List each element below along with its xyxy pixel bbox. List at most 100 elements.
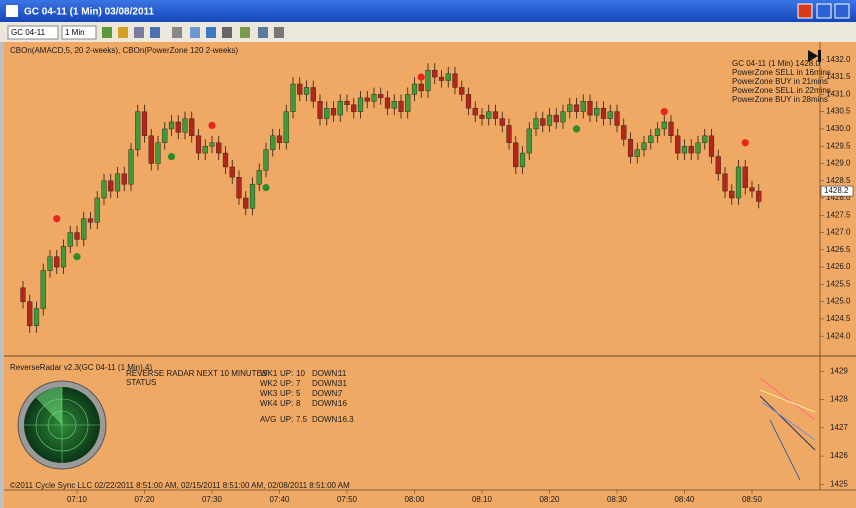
chart-background <box>4 42 856 508</box>
scroll-end-button[interactable] <box>808 50 818 62</box>
minimize-button[interactable] <box>816 3 832 19</box>
candle-body <box>229 166 235 178</box>
candle-body <box>297 83 303 95</box>
y-tick-label: 1424.0 <box>826 331 851 340</box>
y-tick-label: 1425.0 <box>826 297 851 306</box>
candle-body <box>499 118 505 126</box>
x-tick-label: 07:20 <box>134 495 155 504</box>
y-tick-label: 1431.5 <box>826 72 851 81</box>
candle-body <box>270 135 276 150</box>
candle-body <box>317 101 323 119</box>
candle-body <box>141 111 148 137</box>
candle-body <box>47 256 53 271</box>
candle-body <box>688 145 694 154</box>
candle-body <box>148 135 154 164</box>
candle-body <box>621 125 627 140</box>
y-tick-label: 1424.5 <box>826 314 851 323</box>
candle-body <box>364 97 370 102</box>
candle-body <box>351 104 357 112</box>
up-label: UP: <box>280 415 293 424</box>
down-value: 16 <box>338 399 347 408</box>
candle-body <box>695 142 701 154</box>
candle-body <box>465 94 472 109</box>
radar-label: ReverseRadar v2.3(GC 04-11 (1 Min),4) <box>10 363 152 372</box>
y2-tick-label: 1427 <box>830 423 848 432</box>
candle-body <box>681 145 688 154</box>
x-tick-label: 08:50 <box>742 495 763 504</box>
candle-body <box>479 114 485 119</box>
candle-body <box>303 87 310 95</box>
y2-tick-label: 1425 <box>830 479 848 488</box>
signal-dot <box>572 125 581 133</box>
candle-body <box>290 83 296 112</box>
y2-tick-label: 1429 <box>830 366 848 375</box>
signal-dot <box>73 253 81 261</box>
down-value: 7 <box>338 389 343 398</box>
candle-body <box>357 97 364 112</box>
y2-tick-label: 1426 <box>830 451 848 460</box>
candle-body <box>513 142 519 168</box>
down-label: DOWN: <box>312 379 340 388</box>
up-value: 10 <box>296 369 305 378</box>
candle-body <box>648 135 654 143</box>
avg-name: AVG <box>260 415 276 424</box>
row-name: WK2 <box>260 379 278 388</box>
candle-body <box>445 73 451 81</box>
interval-dropdown[interactable] <box>61 25 97 40</box>
candle-body <box>533 118 539 130</box>
radar-status: STATUS <box>126 378 156 387</box>
candle-body <box>560 111 566 123</box>
app-button[interactable] <box>797 3 813 19</box>
down-label: DOWN: <box>312 369 340 378</box>
y-tick-label: 1428.5 <box>826 176 851 185</box>
y-tick-label: 1427.0 <box>826 228 851 237</box>
candle-body <box>722 173 728 192</box>
x-tick-label: 08:30 <box>607 495 628 504</box>
candle-body <box>708 135 715 157</box>
candle-body <box>87 218 94 223</box>
candle-body <box>67 232 73 247</box>
maximize-button[interactable] <box>834 3 850 19</box>
toolbar <box>0 22 856 42</box>
candle-body <box>594 107 600 116</box>
candle-body <box>81 218 87 240</box>
candle-body <box>236 177 242 199</box>
footer: ©2011 Cycle Sync LLC 02/22/2011 8:51:00 … <box>10 481 350 490</box>
candle-body <box>243 197 249 209</box>
up-value: 8 <box>296 399 301 408</box>
candle-body <box>432 69 438 78</box>
y-tick-label: 1430.5 <box>826 107 851 116</box>
candle-body <box>614 111 620 126</box>
candle-body <box>391 101 397 109</box>
candle-body <box>486 111 492 119</box>
y-tick-label: 1429.0 <box>826 159 851 168</box>
candle-body <box>121 173 127 185</box>
candle-body <box>654 128 661 137</box>
signal-dot <box>660 108 668 116</box>
candle-body <box>641 142 647 150</box>
y-tick-label: 1432.0 <box>826 55 851 64</box>
candle-body <box>398 101 404 112</box>
candle-body <box>600 107 607 119</box>
signal-dot <box>167 152 176 161</box>
interval: 1 Min <box>65 28 85 37</box>
candle-body <box>702 135 708 143</box>
toolbar-icons[interactable] <box>102 27 284 38</box>
avg-up: 7.5 <box>296 415 308 424</box>
up-label: UP: <box>280 389 293 398</box>
symbol: GC 04-11 <box>11 28 46 37</box>
candle-body <box>742 166 748 188</box>
info-line: GC 04-11 (1 Min) 1428.0 <box>732 59 820 68</box>
candle-body <box>27 301 33 327</box>
candle-body <box>283 111 289 143</box>
candle-body <box>634 149 640 157</box>
candle-body <box>330 107 337 116</box>
symbol-dropdown[interactable] <box>7 25 59 40</box>
candle-body <box>114 173 121 192</box>
up-label: UP: <box>280 399 293 408</box>
candle-body <box>573 104 580 112</box>
signal-dot <box>262 184 270 192</box>
indicator-label: CBOn(AMACD,5, 20 2-weeks), CBOn(PowerZon… <box>10 46 238 55</box>
candle-body <box>661 121 667 130</box>
candle-body <box>155 142 161 164</box>
